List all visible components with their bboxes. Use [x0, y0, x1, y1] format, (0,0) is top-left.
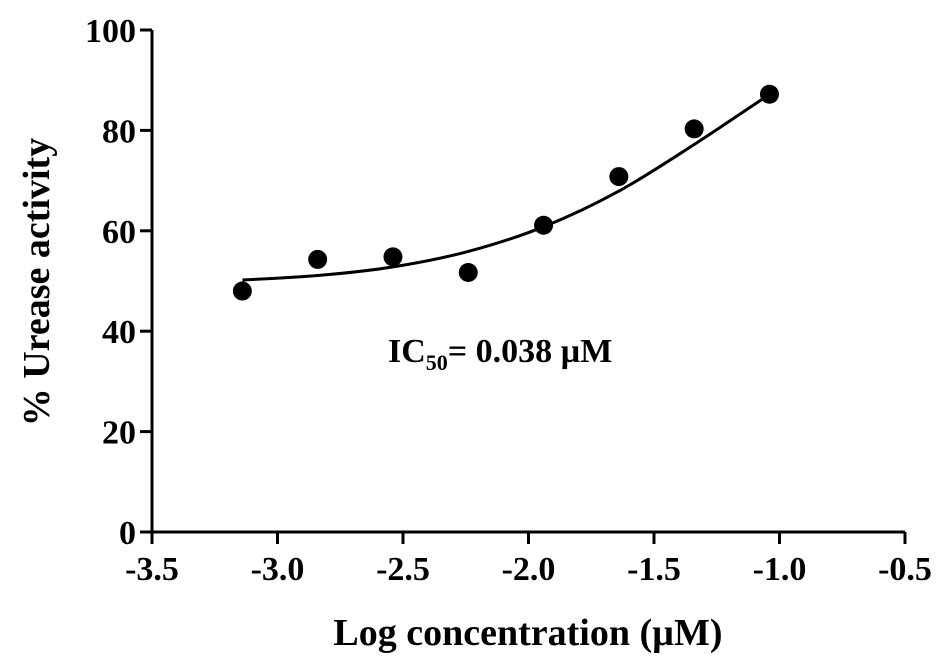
y-tick-label: 80 [102, 113, 136, 150]
y-tick-label: 20 [102, 415, 136, 452]
y-tick-label: 100 [85, 13, 136, 50]
x-tick-label: -2.5 [376, 551, 430, 588]
ic50-prefix: IC [388, 333, 426, 370]
data-point [534, 215, 554, 235]
x-tick-label: -1.0 [753, 551, 807, 588]
ic50-value: = 0.038 µM [448, 333, 613, 370]
x-tick-label: -2.0 [502, 551, 556, 588]
data-point [458, 262, 478, 282]
data-point [308, 249, 328, 269]
ic50-subscript: 50 [426, 350, 448, 375]
y-tick-label: 0 [119, 515, 136, 552]
fit-curve [242, 93, 771, 282]
y-tick-label: 40 [102, 314, 136, 351]
ticks: 0 20 40 60 80 100 -3.5 -3.0 -2.5 -2.0 -1.5 -1.0 -0.5 [85, 13, 932, 588]
y-tick-label: 60 [102, 214, 136, 251]
data-point [383, 247, 403, 267]
x-tick-label: -1.5 [627, 551, 681, 588]
data-point [759, 84, 779, 104]
ic50-annotation: IC50= 0.038 µM [388, 333, 612, 375]
x-tick-label: -0.5 [878, 551, 932, 588]
y-axis-title: % Urease activity [16, 138, 58, 426]
axes [150, 30, 905, 534]
x-axis-title: Log concentration (µM) [333, 612, 722, 654]
data-point [684, 119, 704, 139]
data-point [609, 167, 629, 187]
x-tick-label: -3.5 [125, 551, 179, 588]
fit-curve-group [242, 93, 771, 282]
x-tick-label: -3.0 [251, 551, 305, 588]
data-point [232, 281, 252, 301]
data-points [232, 84, 779, 301]
